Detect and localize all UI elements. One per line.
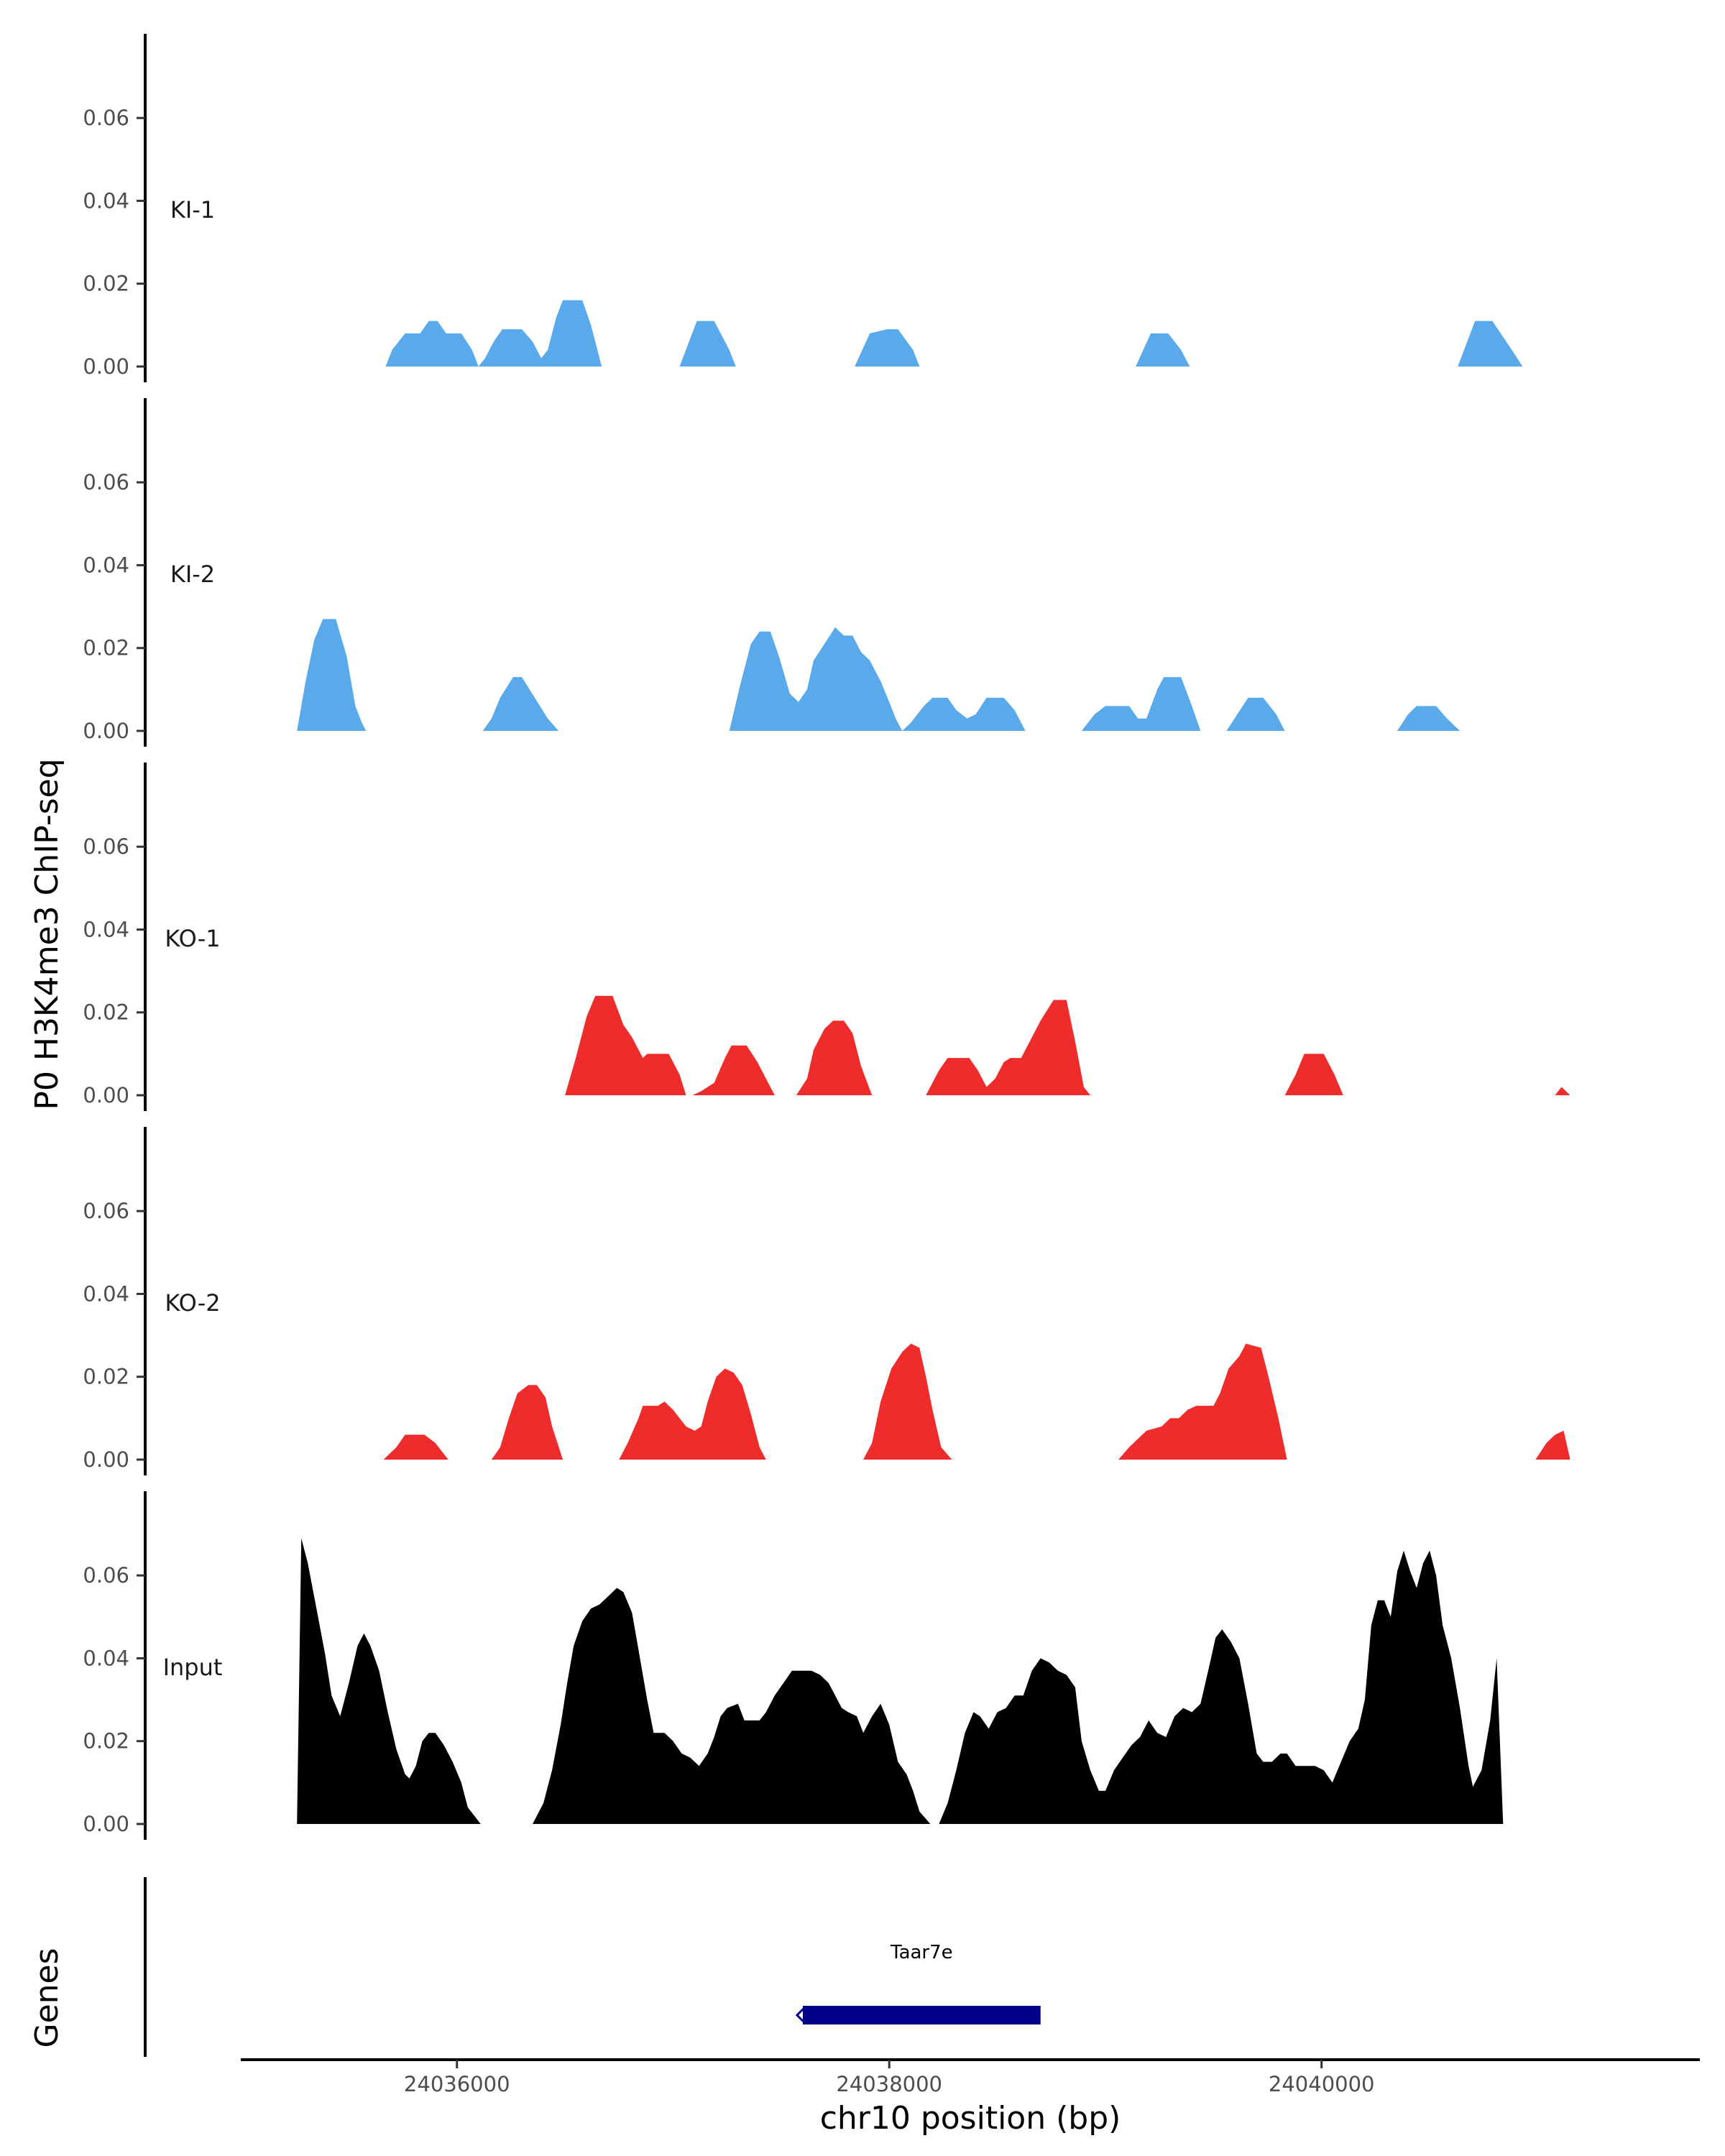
coverage-area-ki-1 xyxy=(385,300,1523,367)
y-tick-label: 0.06 xyxy=(83,1563,129,1588)
x-tick-label: 24040000 xyxy=(1269,2072,1375,2096)
y-tick-label: 0.02 xyxy=(83,1000,129,1025)
track-label: Input xyxy=(163,1654,223,1681)
track-label: KI-2 xyxy=(170,561,215,588)
gene-track: Taar7e xyxy=(144,1877,1041,2057)
track-label: KO-2 xyxy=(165,1289,220,1317)
x-axis: 24036000 24038000 24040000 xyxy=(241,2058,1700,2096)
y-tick-label: 0.02 xyxy=(83,636,129,660)
y-tick-label: 0.06 xyxy=(83,106,129,130)
x-axis-title: chr10 position (bp) xyxy=(820,2100,1121,2137)
y-tick-label: 0.06 xyxy=(83,470,129,494)
y-axis-title: P0 H3K4me3 ChIP-seq xyxy=(29,758,65,1110)
track-panel-ki-1: 0.00 0.02 0.04 0.06 KI-1 xyxy=(83,34,1523,382)
coverage-area-ki-2 xyxy=(297,619,1460,731)
coverage-tracks: 0.00 0.02 0.04 0.06 KI-1 0.00 0.02 0.04 0.06 KI-2… xyxy=(83,34,1570,1840)
y-tick-label: 0.06 xyxy=(83,834,129,859)
x-tick-label: 24038000 xyxy=(836,2072,942,2096)
y-tick-label: 0.04 xyxy=(83,1646,129,1670)
coverage-area-input xyxy=(297,1538,1504,1824)
track-label: KI-1 xyxy=(170,196,215,224)
y-tick-label: 0.00 xyxy=(83,354,129,379)
y-tick-label: 0.02 xyxy=(83,1729,129,1754)
gene-body xyxy=(802,2006,1041,2024)
track-panel-input: 0.00 0.02 0.04 0.06 Input xyxy=(83,1491,1504,1840)
y-tick-label: 0.02 xyxy=(83,272,129,296)
y-tick-label: 0.06 xyxy=(83,1199,129,1223)
y-tick-label: 0.04 xyxy=(83,553,129,577)
y-tick-label: 0.04 xyxy=(83,1281,129,1306)
gene-label: Taar7e xyxy=(890,1942,953,1963)
coverage-area-ko-2 xyxy=(383,1343,1570,1460)
track-label: KO-1 xyxy=(165,925,220,952)
y-tick-label: 0.00 xyxy=(83,1083,129,1107)
y-tick-label: 0.02 xyxy=(83,1365,129,1389)
y-tick-label: 0.04 xyxy=(83,917,129,941)
y-tick-label: 0.00 xyxy=(83,1447,129,1472)
track-panel-ki-2: 0.00 0.02 0.04 0.06 KI-2 xyxy=(83,398,1460,747)
track-panel-ko-2: 0.00 0.02 0.04 0.06 KO-2 xyxy=(83,1127,1570,1475)
track-panel-ko-1: 0.00 0.02 0.04 0.06 KO-1 xyxy=(83,763,1570,1111)
gene-taar7e: Taar7e xyxy=(795,1942,1041,2024)
gene-track-title: Genes xyxy=(29,1948,65,2047)
y-tick-label: 0.04 xyxy=(83,188,129,213)
x-tick-label: 24036000 xyxy=(404,2072,510,2096)
coverage-area-ko-1 xyxy=(565,995,1570,1095)
strand-arrow-icon xyxy=(795,2007,805,2024)
y-tick-label: 0.00 xyxy=(83,1812,129,1836)
y-tick-label: 0.00 xyxy=(83,719,129,743)
